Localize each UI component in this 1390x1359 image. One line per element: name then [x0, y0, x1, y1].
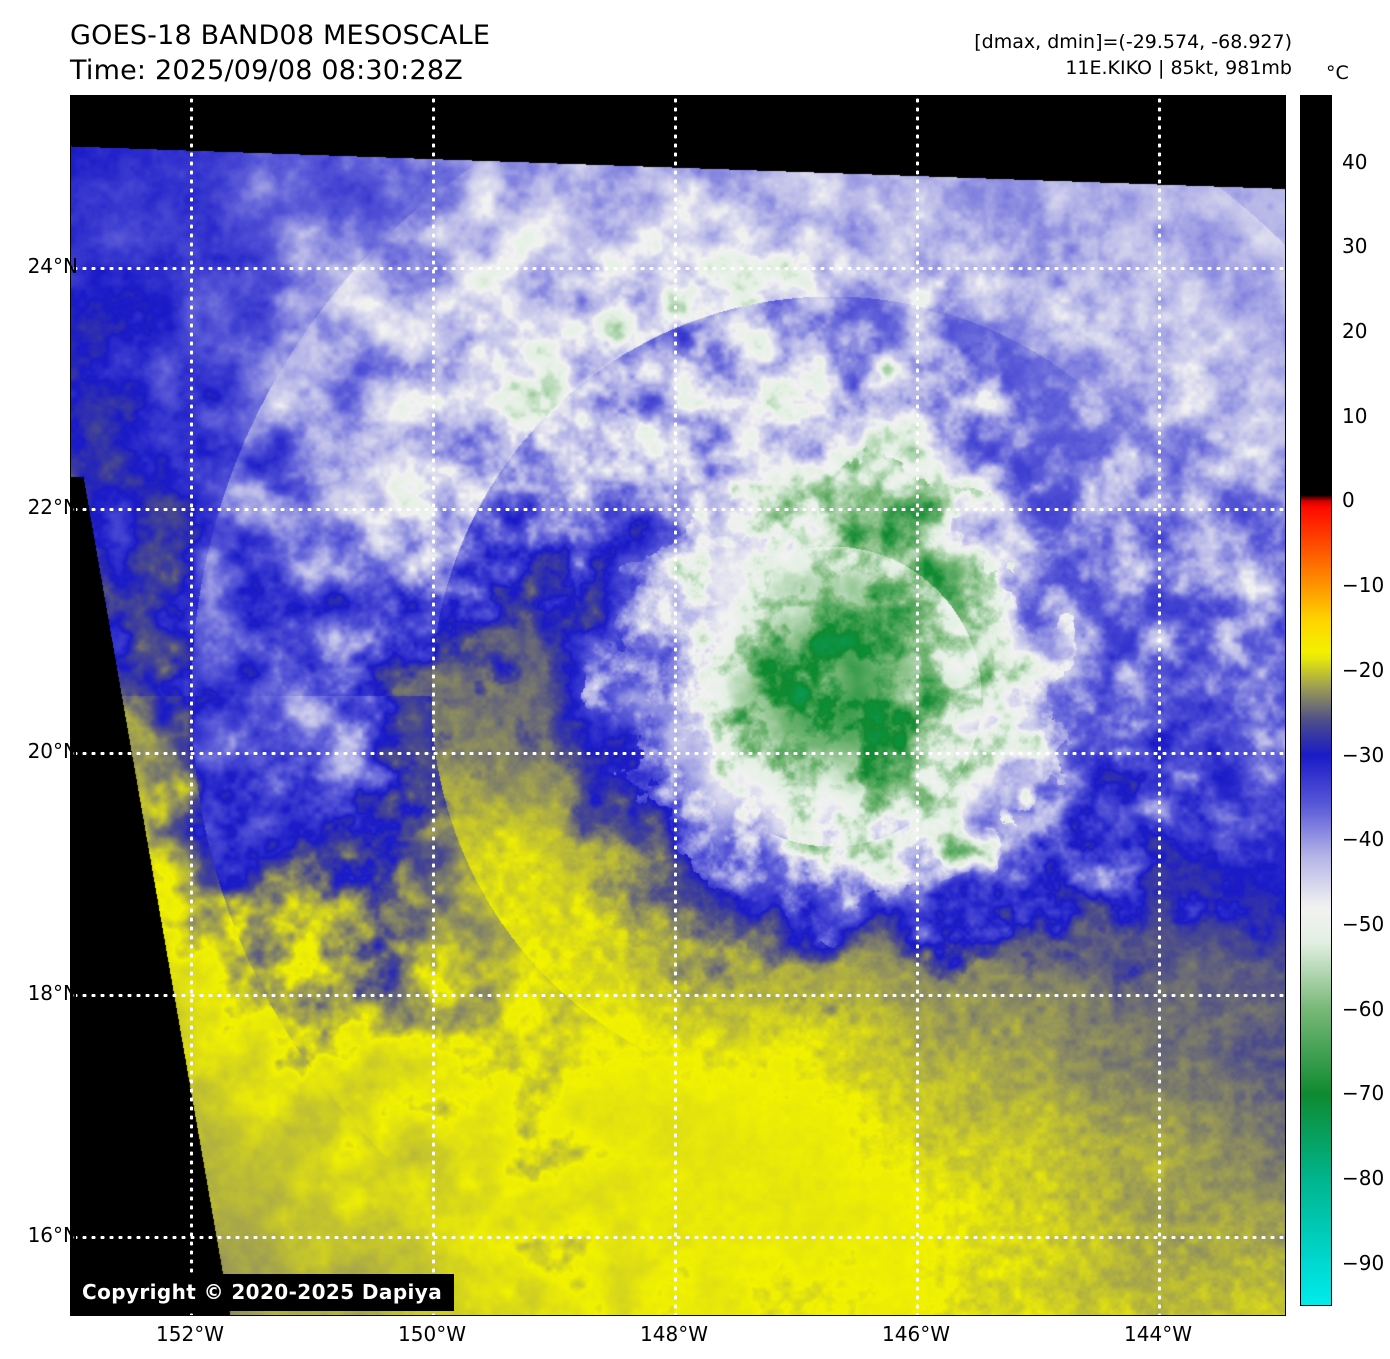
colorbar-tick-minus30: −30 — [1342, 742, 1385, 767]
colorbar-tick-minus10: −10 — [1342, 573, 1385, 598]
storm-info-label: 11E.KIKO | 85kt, 981mb — [1065, 56, 1292, 79]
data-range-label: [dmax, dmin]=(-29.574, -68.927) — [974, 31, 1292, 53]
gridline-lon-144 — [1158, 96, 1161, 1315]
colorbar-tick-minus50: −50 — [1342, 911, 1385, 936]
colorbar-tick-minus20: −20 — [1342, 657, 1385, 682]
colorbar-unit-label: °C — [1326, 62, 1349, 84]
colorbar-tick-minus60: −60 — [1342, 996, 1385, 1021]
colorbar-tick-30: 30 — [1342, 234, 1368, 259]
gridline-lon-150 — [432, 96, 435, 1315]
satellite-imagery-layer — [71, 96, 1285, 1315]
colorbar-tick-minus90: −90 — [1342, 1250, 1385, 1275]
colorbar-tick-40: 40 — [1342, 149, 1368, 174]
page-title: GOES-18 BAND08 MESOSCALE — [70, 20, 491, 51]
lat-tick-18: 18°N — [27, 981, 78, 1005]
gridline-lat-24 — [71, 267, 1285, 270]
colorbar-tick-10: 10 — [1342, 403, 1368, 428]
metadata-block: [dmax, dmin]=(-29.574, -68.927) 11E.KIKO… — [974, 30, 1292, 81]
colorbar-tick-minus40: −40 — [1342, 827, 1385, 852]
gridline-lon-146 — [916, 96, 919, 1315]
lon-tick-144: 144°W — [1124, 1322, 1192, 1346]
lon-tick-148: 148°W — [640, 1322, 708, 1346]
lat-tick-24: 24°N — [27, 254, 78, 278]
timestamp-label: Time: 2025/09/08 08:30:28Z — [70, 55, 463, 87]
lat-tick-16: 16°N — [27, 1223, 78, 1247]
lat-tick-22: 22°N — [27, 495, 78, 519]
temperature-colorbar[interactable] — [1300, 95, 1332, 1306]
satellite-image-plot[interactable] — [70, 95, 1286, 1316]
title-block: GOES-18 BAND08 MESOSCALE Time: 2025/09/0… — [70, 18, 490, 88]
copyright-banner: Copyright © 2020-2025 Dapiya — [70, 1274, 455, 1311]
satellite-brightness-temperature-field — [71, 96, 1285, 1315]
gridline-lat-20 — [71, 752, 1285, 755]
lon-tick-150: 150°W — [398, 1322, 466, 1346]
colorbar-gradient — [1301, 96, 1331, 1305]
colorbar-tick-20: 20 — [1342, 319, 1368, 344]
gridline-lat-16 — [71, 1236, 1285, 1239]
lat-tick-20: 20°N — [27, 739, 78, 763]
gridline-lat-18 — [71, 994, 1285, 997]
lon-tick-152: 152°W — [156, 1322, 224, 1346]
colorbar-tick-0: 0 — [1342, 488, 1355, 513]
colorbar-tick-minus80: −80 — [1342, 1165, 1385, 1190]
gridline-lon-148 — [674, 96, 677, 1315]
colorbar-tick-minus70: −70 — [1342, 1081, 1385, 1106]
lon-tick-146: 146°W — [882, 1322, 950, 1346]
gridline-lat-22 — [71, 508, 1285, 511]
gridline-lon-152 — [190, 96, 193, 1315]
